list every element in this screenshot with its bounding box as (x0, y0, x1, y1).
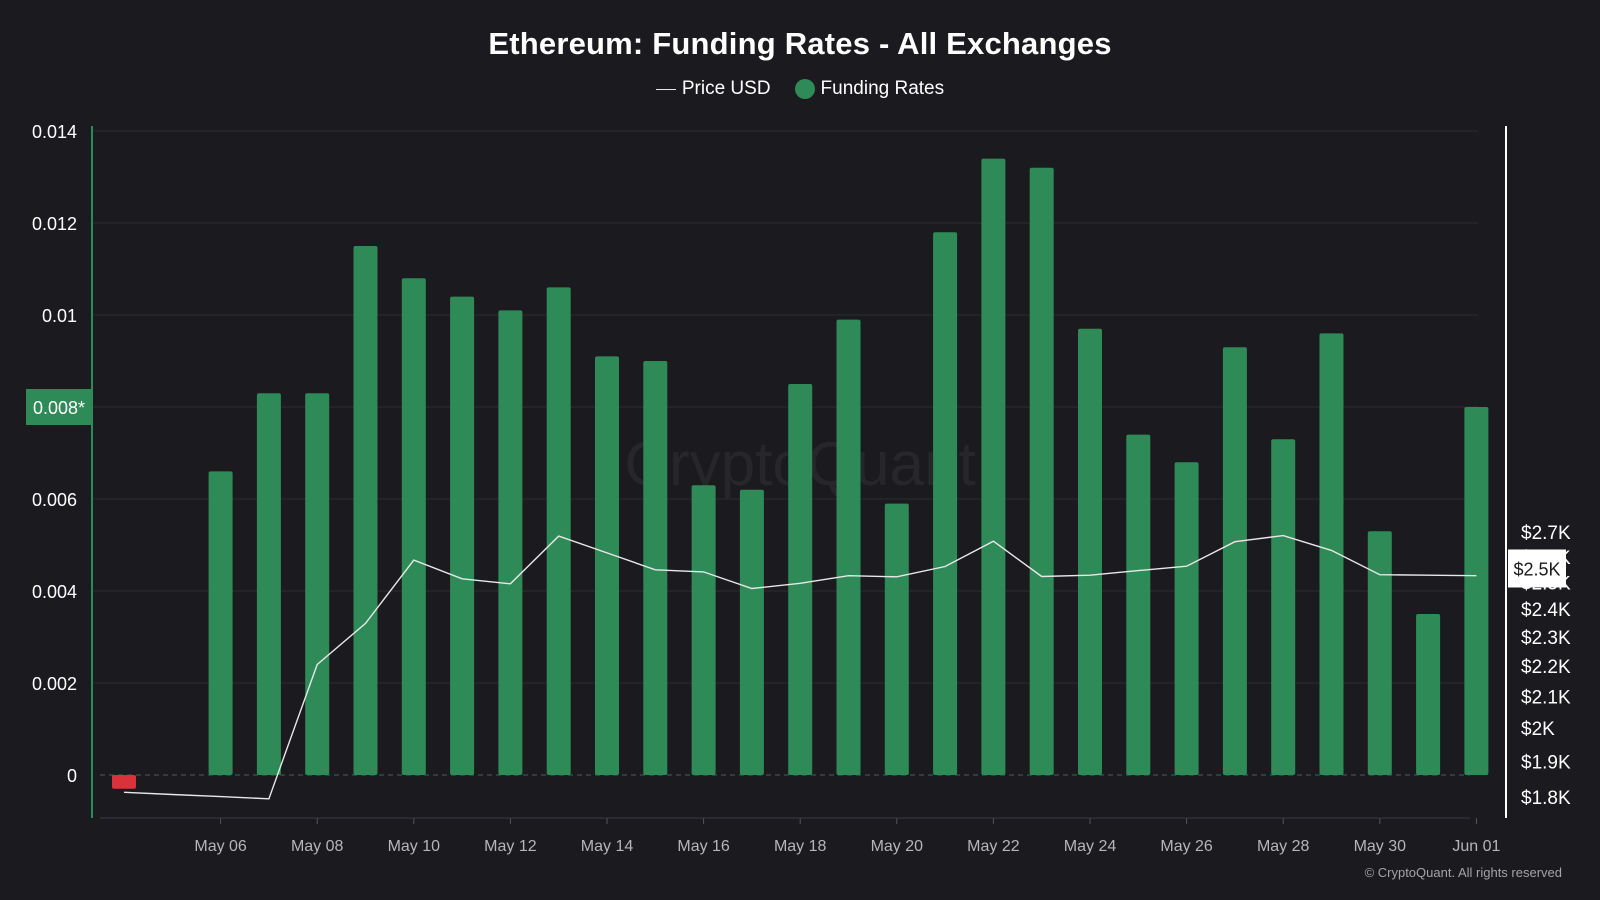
funding-rate-bar[interactable] (401, 278, 426, 775)
y-left-highlight-label: 0.008* (33, 398, 85, 418)
x-tick-label: May 18 (774, 838, 827, 855)
funding-rate-bar[interactable] (305, 393, 330, 775)
funding-rate-bar[interactable] (208, 471, 233, 775)
funding-rate-bar[interactable] (1319, 333, 1344, 775)
funding-rate-bar[interactable] (595, 356, 619, 775)
x-tick-label: May 28 (1257, 838, 1310, 855)
x-tick-label: May 16 (677, 838, 730, 855)
legend-dot-swatch (794, 79, 815, 99)
funding-rate-bar[interactable] (1416, 614, 1441, 775)
bars (112, 158, 1489, 789)
funding-rate-bar[interactable] (836, 319, 861, 775)
funding-rate-bar[interactable] (1222, 347, 1247, 775)
x-tick-label: May 08 (291, 838, 344, 855)
funding-rate-bar[interactable] (1126, 434, 1151, 775)
y-right-tick-label: $2.2K (1521, 657, 1571, 678)
y-right-tick-label: $2K (1521, 719, 1555, 740)
chart-legend: Price USD Funding Rates (0, 78, 1600, 100)
funding-rate-bar[interactable] (643, 361, 668, 775)
x-tick-label: May 20 (871, 838, 924, 855)
x-tick-label: May 06 (194, 838, 247, 855)
x-tick-label: May 22 (967, 838, 1020, 855)
axes: 00.0020.0040.0060.0080.010.0120.0140.008… (26, 122, 1571, 855)
funding-rate-bar[interactable] (933, 232, 958, 775)
funding-rate-bar[interactable] (884, 503, 909, 775)
funding-rate-bar[interactable] (498, 310, 523, 775)
funding-rate-bar[interactable] (1174, 462, 1199, 775)
x-tick-label: May 14 (581, 838, 634, 855)
funding-rate-bar[interactable] (450, 296, 475, 775)
y-left-tick-label: 0.012 (32, 214, 77, 234)
funding-rate-bar[interactable] (1367, 531, 1392, 775)
legend-item-funding-rates[interactable]: Funding Rates (794, 78, 945, 100)
funding-rate-bar[interactable] (1029, 167, 1054, 776)
y-right-tick-label: $1.9K (1521, 753, 1571, 774)
y-left-tick-label: 0.01 (42, 306, 77, 326)
price-line-layer (123, 534, 1477, 800)
funding-rate-bar[interactable] (256, 393, 281, 775)
funding-rate-bar-negative[interactable] (112, 775, 136, 789)
y-right-highlight-box (1508, 549, 1566, 588)
funding-rate-bar[interactable] (353, 246, 378, 775)
x-tick-label: May 26 (1160, 838, 1213, 855)
funding-rate-bar[interactable] (1271, 439, 1296, 775)
y-right-tick-label: $2.4K (1521, 600, 1571, 621)
x-tick-label: May 12 (484, 838, 537, 855)
price-line[interactable] (123, 534, 1477, 800)
funding-rate-bar[interactable] (1078, 328, 1102, 775)
funding-rate-bar[interactable] (546, 287, 571, 775)
y-left-tick-label: 0 (67, 766, 77, 786)
legend-item-price[interactable]: Price USD (655, 78, 771, 100)
y-right-tick-label: $1.8K (1521, 788, 1571, 809)
x-tick-label: May 24 (1064, 838, 1117, 855)
legend-label-funding-rates: Funding Rates (820, 78, 945, 99)
y-right-highlight-label: $2.5K (1513, 559, 1560, 579)
y-left-tick-label: 0.006 (32, 490, 77, 510)
funding-rate-bar[interactable] (1464, 407, 1489, 775)
funding-rate-bar[interactable] (981, 158, 1006, 776)
y-left-tick-label: 0.002 (32, 674, 77, 694)
chart-title: Ethereum: Funding Rates - All Exchanges (488, 26, 1112, 61)
y-right-tick-label: $2.3K (1521, 628, 1571, 649)
legend-label-price: Price USD (681, 78, 771, 99)
funding-rate-bar[interactable] (739, 489, 764, 775)
funding-rate-bar[interactable] (691, 485, 716, 775)
y-left-highlight-box (26, 389, 92, 425)
x-tick-label: Jun 01 (1452, 838, 1500, 855)
y-right-tick-label: $2.1K (1521, 687, 1571, 708)
x-tick-label: May 30 (1354, 838, 1407, 855)
legend-line-swatch (655, 88, 676, 90)
x-tick-label: May 10 (388, 838, 441, 855)
copyright-notice: © CryptoQuant. All rights reserved (1364, 865, 1562, 880)
y-left-tick-label: 0.004 (32, 582, 77, 602)
y-right-tick-label: $2.7K (1521, 523, 1571, 544)
y-left-tick-label: 0.014 (32, 122, 77, 142)
funding-rate-bar[interactable] (788, 384, 813, 775)
